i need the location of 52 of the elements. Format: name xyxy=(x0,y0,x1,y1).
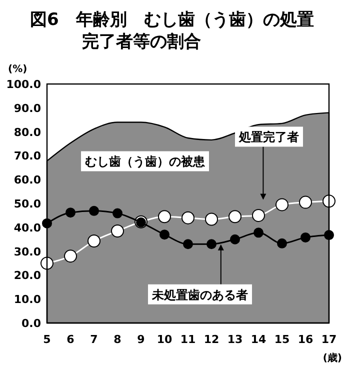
x-tick-label: 17 xyxy=(321,333,337,346)
x-tick-label: 14 xyxy=(250,333,266,346)
point xyxy=(89,206,99,216)
x-tick-label: 13 xyxy=(227,333,243,346)
y-axis-title: (%) xyxy=(8,64,28,75)
point xyxy=(112,208,122,218)
x-tick-label: 8 xyxy=(114,333,122,346)
x-tick-label: 5 xyxy=(43,333,51,346)
text: 処置完了者 xyxy=(238,130,299,144)
y-tick-label: 60.0 xyxy=(14,174,42,187)
y-tick-label: 100.0 xyxy=(6,78,42,91)
point xyxy=(206,239,216,250)
x-tick-label: 16 xyxy=(298,333,314,346)
y-tick-label: 80.0 xyxy=(14,126,42,139)
x-axis-title: (歳) xyxy=(322,352,342,364)
x-tick-label: 15 xyxy=(274,333,290,346)
y-tick-label: 20.0 xyxy=(14,269,42,282)
chart-title: 図6 年齢別 むし歯（う歯）の処置完了者等の割合 xyxy=(30,10,314,52)
point xyxy=(252,208,265,222)
x-tick-label: 12 xyxy=(204,333,220,346)
point xyxy=(183,239,193,250)
point xyxy=(111,224,124,238)
y-tick-label: 70.0 xyxy=(14,150,42,163)
point xyxy=(299,196,312,209)
x-tick-label: 9 xyxy=(137,333,145,346)
point xyxy=(66,208,76,218)
x-tick-label: 10 xyxy=(156,333,172,346)
point xyxy=(230,234,240,244)
point xyxy=(40,256,54,270)
y-tick-label: 10.0 xyxy=(14,293,42,306)
y-tick-label: 90.0 xyxy=(14,102,42,115)
y-tick-label: 40.0 xyxy=(14,221,42,234)
point xyxy=(300,232,310,242)
x-tick-label: 7 xyxy=(90,333,98,346)
point xyxy=(64,250,77,263)
y-tick-label: 0.0 xyxy=(22,317,42,330)
x-tick-label: 11 xyxy=(180,333,196,346)
y-tick-label: 30.0 xyxy=(14,245,42,258)
point xyxy=(228,210,242,224)
series-label: むし歯（う歯）の被患 xyxy=(85,154,206,169)
point xyxy=(276,198,288,212)
point xyxy=(277,238,287,248)
point xyxy=(254,228,264,238)
point xyxy=(205,212,218,226)
point xyxy=(158,210,171,224)
point xyxy=(88,234,100,248)
text: 未処置歯のある者 xyxy=(151,288,248,302)
point xyxy=(160,230,170,240)
point xyxy=(182,211,194,224)
y-tick-label: 50.0 xyxy=(14,198,42,210)
x-tick-label: 6 xyxy=(66,333,75,346)
point xyxy=(322,194,336,208)
